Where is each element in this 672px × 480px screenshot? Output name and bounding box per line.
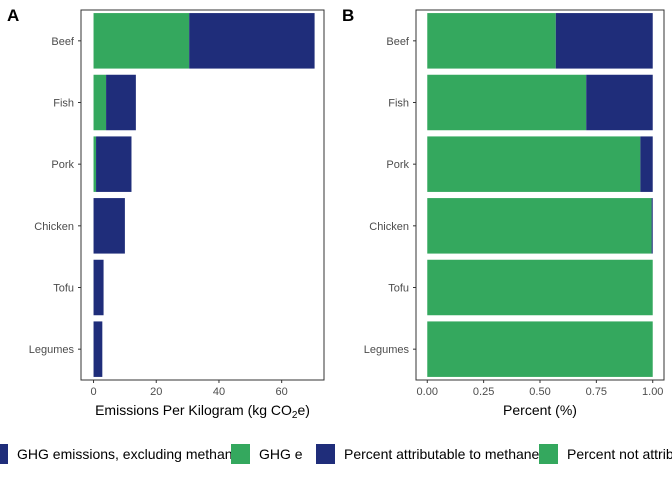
panel-b: Beef Fish Pork Chicken Tofu Legumes 0.00 0.25 0.… xyxy=(364,9,665,418)
y-tick-label-tofu: Tofu xyxy=(388,283,409,295)
legend-label-2: Percent attributable to methane xyxy=(344,446,540,462)
y-tick-label-pork: Pork xyxy=(51,159,74,171)
bar-legumes-series-1 xyxy=(93,321,103,377)
legend-label-1: GHG e xyxy=(259,446,303,462)
panel-b-letter: B xyxy=(342,6,354,25)
y-tick-label-legumes: Legumes xyxy=(29,344,75,356)
legend-key-0 xyxy=(0,444,8,464)
y-tick-label-fish: Fish xyxy=(53,98,74,110)
x-axis-title: Emissions Per Kilogram (kg CO2e) xyxy=(95,402,310,421)
bar-fish-series-0 xyxy=(427,74,587,131)
bar-chicken-series-1 xyxy=(651,198,653,254)
x-tick-label: 40 xyxy=(213,386,225,398)
bar-legumes-series-0 xyxy=(427,321,653,377)
bar-pork-series-0 xyxy=(427,136,641,192)
x-tick-label: 1.00 xyxy=(642,386,663,398)
legend: GHG emissions, excluding methane GHG e Per… xyxy=(0,444,672,464)
x-tick-label: 60 xyxy=(276,386,288,398)
bar-fish-series-0 xyxy=(93,74,107,131)
bar-beef-series-0 xyxy=(93,13,190,69)
bar-chicken-series-0 xyxy=(427,198,652,254)
legend-key-2 xyxy=(316,444,335,464)
bar-tofu-series-0 xyxy=(427,259,653,316)
panel-a-letter: A xyxy=(7,6,19,25)
bar-fish-series-1 xyxy=(586,74,653,131)
bar-fish-series-1 xyxy=(106,74,136,131)
panel-border xyxy=(80,9,325,381)
x-tick-label: 0.00 xyxy=(417,386,438,398)
bar-pork-series-1 xyxy=(96,136,132,192)
bar-beef-series-1 xyxy=(189,13,315,69)
legend-key-3 xyxy=(539,444,558,464)
y-tick-label-beef: Beef xyxy=(386,36,410,48)
y-tick-label-chicken: Chicken xyxy=(34,221,74,233)
x-tick-label: 20 xyxy=(150,386,162,398)
legend-label-0: GHG emissions, excluding methane xyxy=(17,446,241,462)
bar-tofu-series-1 xyxy=(93,259,104,316)
bar-beef-series-1 xyxy=(555,13,653,69)
y-tick-label-legumes: Legumes xyxy=(364,344,410,356)
legend-key-1 xyxy=(231,444,250,464)
x-tick-label: 0.50 xyxy=(529,386,550,398)
x-axis-title: Percent (%) xyxy=(503,402,577,418)
bar-chicken-series-1 xyxy=(93,198,125,254)
x-tick-label: 0 xyxy=(90,386,96,398)
y-tick-label-fish: Fish xyxy=(388,98,409,110)
y-tick-label-beef: Beef xyxy=(51,36,75,48)
bar-pork-series-0 xyxy=(93,136,97,192)
bar-beef-series-0 xyxy=(427,13,556,69)
y-tick-label-tofu: Tofu xyxy=(53,283,74,295)
chart-panels: Beef Fish Pork Chicken Tofu Legumes 0 20 40 60 Emi… xyxy=(29,9,665,421)
y-tick-label-chicken: Chicken xyxy=(369,221,409,233)
x-tick-label: 0.75 xyxy=(586,386,607,398)
x-tick-label: 0.25 xyxy=(473,386,494,398)
legend-label-3: Percent not attributable to methane xyxy=(567,446,672,462)
y-tick-label-pork: Pork xyxy=(386,159,409,171)
bar-pork-series-1 xyxy=(640,136,653,192)
panel-a: Beef Fish Pork Chicken Tofu Legumes 0 20 40 60 Emi… xyxy=(29,9,325,421)
